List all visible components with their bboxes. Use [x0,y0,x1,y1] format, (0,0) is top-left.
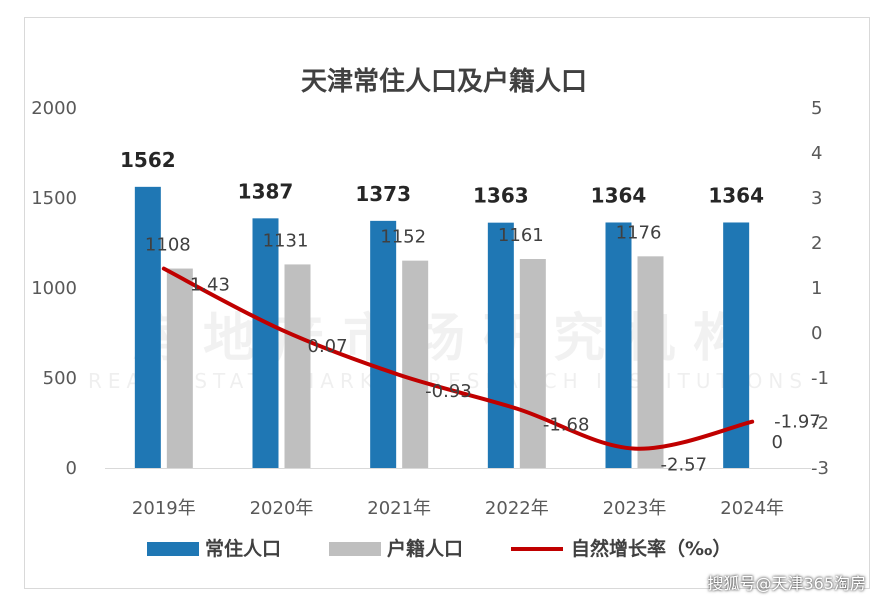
bar-resident [605,222,632,468]
bar-resident [252,218,279,468]
legend-swatch-registered [329,542,381,556]
bar-registered-label: 1108 [145,235,191,256]
bar-resident-label: 1363 [473,184,529,208]
x-tick-label: 2019年 [132,498,196,519]
legend-swatch-resident [147,542,199,556]
bar-registered-label: 1131 [263,230,309,251]
x-tick-label: 2024年 [720,498,784,519]
bar-resident-label: 1364 [591,183,647,207]
right-tick-label: -1 [811,368,829,389]
bar-resident [134,186,161,468]
bar-registered [402,260,429,468]
left-tick-label: 500 [43,368,77,389]
bar-registered [519,259,546,468]
right-tick-label: 5 [811,98,822,119]
left-tick-label: 1000 [31,278,77,299]
x-tick-label: 2022年 [485,498,549,519]
right-tick-label: 2 [811,233,822,254]
bar-registered-label: 0 [771,432,782,453]
bar-registered [637,256,664,468]
bar-registered [284,264,311,468]
bar-resident [487,222,514,468]
bar-registered-label: 1152 [380,227,426,248]
line-point-label: -1.97 [774,412,821,433]
credit-watermark: 搜狐号@天津365淘房 [707,574,866,593]
line-point-label: 1.43 [190,275,230,296]
bar-resident [370,220,397,468]
bar-registered [166,268,193,468]
right-tick-label: 4 [811,143,822,164]
bar-resident-label: 1373 [355,182,411,206]
bar-registered-label: 1176 [616,222,662,243]
right-tick-label: 0 [811,323,822,344]
right-tick-label: -2 [811,413,829,434]
legend-label-registered: 户籍人口 [387,537,463,560]
right-tick-label: 3 [811,188,822,209]
line-natural-growth [161,266,755,451]
line-point-label: 0.07 [308,336,348,357]
bar-resident-label: 1387 [238,179,294,203]
legend-label-growth: 自然增长率（‰） [571,537,731,560]
bar-registered-label: 1161 [498,225,544,246]
bar-resident-label: 1562 [120,148,176,172]
legend-label-resident: 常住人口 [205,537,281,560]
watermark-main: 房地产市场研究机构 [133,309,763,369]
line-point-label: -0.93 [425,381,472,402]
chart-frame: 房地产市场研究机构 REAL ESTATE MARKET RESEARCH INS… [24,17,870,589]
right-tick-label: 1 [811,278,822,299]
x-tick-label: 2020年 [250,498,314,519]
x-tick-label: 2023年 [603,498,667,519]
bar-resident-label: 1364 [708,183,764,207]
right-tick-label: -3 [811,458,829,479]
left-tick-label: 2000 [31,98,77,119]
left-tick-label: 0 [66,458,77,479]
left-tick-label: 1500 [31,188,77,209]
x-tick-label: 2021年 [367,498,431,519]
line-point-label: -2.57 [661,455,708,476]
chart-title: 天津常住人口及户籍人口 [301,66,587,97]
line-point-label: -1.68 [543,415,590,436]
